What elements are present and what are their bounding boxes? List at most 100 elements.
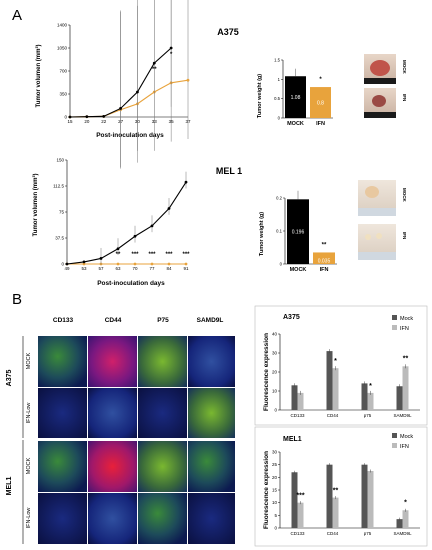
fluor-a375-significance: * — [334, 358, 337, 365]
fluor-mel1-ytick-label: 0 — [274, 526, 277, 531]
fluor-a375-significance: * — [369, 383, 372, 390]
fluor-mel1-ytick-label: 15 — [272, 488, 278, 493]
micro-a375-mock-samd9l — [188, 336, 235, 387]
micro-group-mel1: MEL1 — [6, 477, 13, 496]
a375-growth-mock-point — [169, 46, 173, 50]
a375-growth-ytick-label: 1050 — [57, 46, 68, 51]
mel1-weight-ylabel: Tumor weight (g) — [259, 212, 265, 256]
fluor-mel1-significance: *** — [296, 493, 304, 500]
fluor-a375-bar-ifn — [367, 392, 374, 410]
mel1-growth-ytick-label: 112.5 — [53, 184, 64, 189]
micro-mel1-ifn-cd44 — [88, 493, 137, 544]
fluor-a375-ytick-label: 40 — [272, 332, 278, 337]
a375-mock-photo-label: MOCK — [402, 60, 407, 74]
mel1-weight-bar — [287, 199, 309, 264]
mel1-growth-ytick-label: 37.5 — [55, 236, 64, 241]
fluor-mel1-category-label: CD133 — [290, 531, 305, 536]
mel1-growth-ylabel: Tumor volumen (mm³) — [32, 174, 39, 237]
mel1-weight-value-label: 0.196 — [292, 230, 305, 236]
fluor-mel1-significance: * — [404, 499, 407, 506]
fluor-mel1-chart: MEL1 Fluorescence expression 0 5 10 15 20 25 3… — [254, 426, 428, 547]
fluor-mel1-title: MEL1 — [283, 436, 302, 443]
mel1-growth-ifn-point — [82, 262, 86, 266]
mel1-growth-mock-point — [133, 234, 137, 238]
a375-weight-ytick-label: 0 — [278, 116, 281, 121]
micro-mel1-ifn-p75 — [138, 493, 187, 544]
fluor-mel1-bar-mock — [326, 464, 333, 528]
fluor-mel1-bar-mock — [361, 464, 368, 528]
mel1-growth-significance: ** — [116, 252, 121, 258]
fluor-a375-bar-mock — [396, 386, 403, 410]
mel1-growth-xtick-label: 53 — [81, 266, 87, 271]
mel1-weight-significance: ** — [322, 242, 327, 248]
mel1-weight-value-label: 0.035 — [318, 259, 331, 265]
a375-growth-mock-point — [136, 90, 139, 94]
panel-label-a: A — [12, 7, 22, 24]
fluor-mel1-bar-ifn — [402, 510, 409, 528]
a375-growth-ytick-label: 1400 — [57, 23, 68, 28]
mel1-ifn-tumor-1 — [365, 234, 371, 240]
mel1-growth-ytick-label: 150 — [56, 158, 64, 163]
micro-row-a375-mock: MOCK — [26, 352, 32, 369]
fluor-a375-bar-mock — [361, 383, 368, 410]
mel1-growth-significance: *** — [148, 252, 156, 258]
a375-weight-bar — [285, 76, 306, 118]
mel1-growth-xtick-label: 63 — [115, 266, 121, 271]
micro-mel1-ifn-cd133 — [38, 493, 87, 544]
fluor-a375-category-label: CD44 — [327, 413, 339, 418]
fluor-a375-bar-ifn — [332, 368, 339, 410]
mel1-growth-xtick-label: 77 — [149, 266, 155, 271]
micro-group-a375: A375 — [6, 370, 13, 387]
a375-weight-bar — [310, 87, 331, 118]
a375-weight-value-label: 0.8 — [317, 101, 324, 107]
micro-col-cd44: CD44 — [105, 317, 122, 324]
mel1-growth-ifn-point — [116, 262, 120, 266]
mel1-growth-title: MEL 1 — [216, 166, 242, 176]
fluor-a375-legend-label: IFN — [400, 326, 409, 332]
mel1-growth-mock-point — [82, 260, 86, 264]
micro-mel1-mock-samd9l — [188, 441, 235, 492]
a375-weight-chart: Tumor weight (g) 0 0.5 1 1.5 1.08 MOCK 0.8 IFN * — [257, 58, 333, 127]
a375-growth-chart: A375 Tumor volumen (mm³) Post-inoculatio… — [35, 0, 239, 169]
mel1-growth-significance: *** — [165, 252, 173, 258]
mel1-growth-mock-point — [150, 224, 154, 228]
a375-growth-significance: * — [170, 52, 173, 58]
micrograph-grid: CD133 CD44 P75 SAMD9L A375 MEL1 MOCK IFN… — [6, 317, 235, 544]
micro-a375-ifn-cd44 — [88, 388, 137, 438]
mel1-growth-xlabel: Post-inoculation days — [97, 280, 165, 287]
fluor-mel1-bar-mock — [291, 472, 298, 528]
mel1-growth-ifn-point — [167, 262, 171, 266]
fluor-a375-legend-label: Mock — [400, 316, 413, 322]
a375-growth-ytick-label: 350 — [59, 92, 67, 97]
fluor-a375-bar-ifn — [402, 366, 409, 410]
fluor-mel1-bar-ifn — [297, 502, 304, 528]
mel1-weight-ytick-label: 0 — [280, 262, 283, 267]
fluor-a375-bar-mock — [326, 351, 333, 410]
a375-growth-significance: ** — [152, 67, 157, 73]
micro-a375-mock-cd44 — [88, 336, 137, 387]
a375-growth-mock-point — [68, 115, 72, 119]
a375-ifn-tumor — [372, 95, 386, 107]
mel1-growth-xtick-label: 57 — [98, 266, 104, 271]
fluor-mel1-category-label: p75 — [364, 531, 372, 536]
fluor-mel1-legend-swatch — [392, 443, 397, 448]
mel1-growth-significance: *** — [131, 252, 139, 258]
micro-col-samd9l: SAMD9L — [197, 317, 224, 324]
micro-mel1-mock-cd133 — [38, 441, 87, 492]
fluor-mel1-ylabel: Fluorescence expression — [263, 451, 270, 529]
mel1-weight-bar — [313, 252, 335, 264]
fluor-mel1-ytick-label: 25 — [272, 462, 278, 467]
micro-mel1-mock-cd44 — [88, 441, 137, 492]
fluor-a375-legend-swatch — [392, 325, 397, 330]
a375-weight-ylabel: Tumor weight (g) — [257, 74, 263, 118]
fluor-a375-chart: A375 Fluorescence expression 0 10 20 30 40 CD… — [254, 305, 428, 426]
fluor-a375-plot: 0 10 20 30 40 CD133 CD44 * p75 * SAMD9L ** Mock IFN — [272, 315, 420, 418]
fluor-a375-legend-swatch — [392, 315, 397, 320]
mel1-growth-ifn-point — [184, 262, 188, 266]
panel-label-b: B — [12, 291, 22, 308]
fluor-a375-bar-mock — [291, 385, 298, 410]
a375-growth-mock-point — [152, 61, 156, 65]
